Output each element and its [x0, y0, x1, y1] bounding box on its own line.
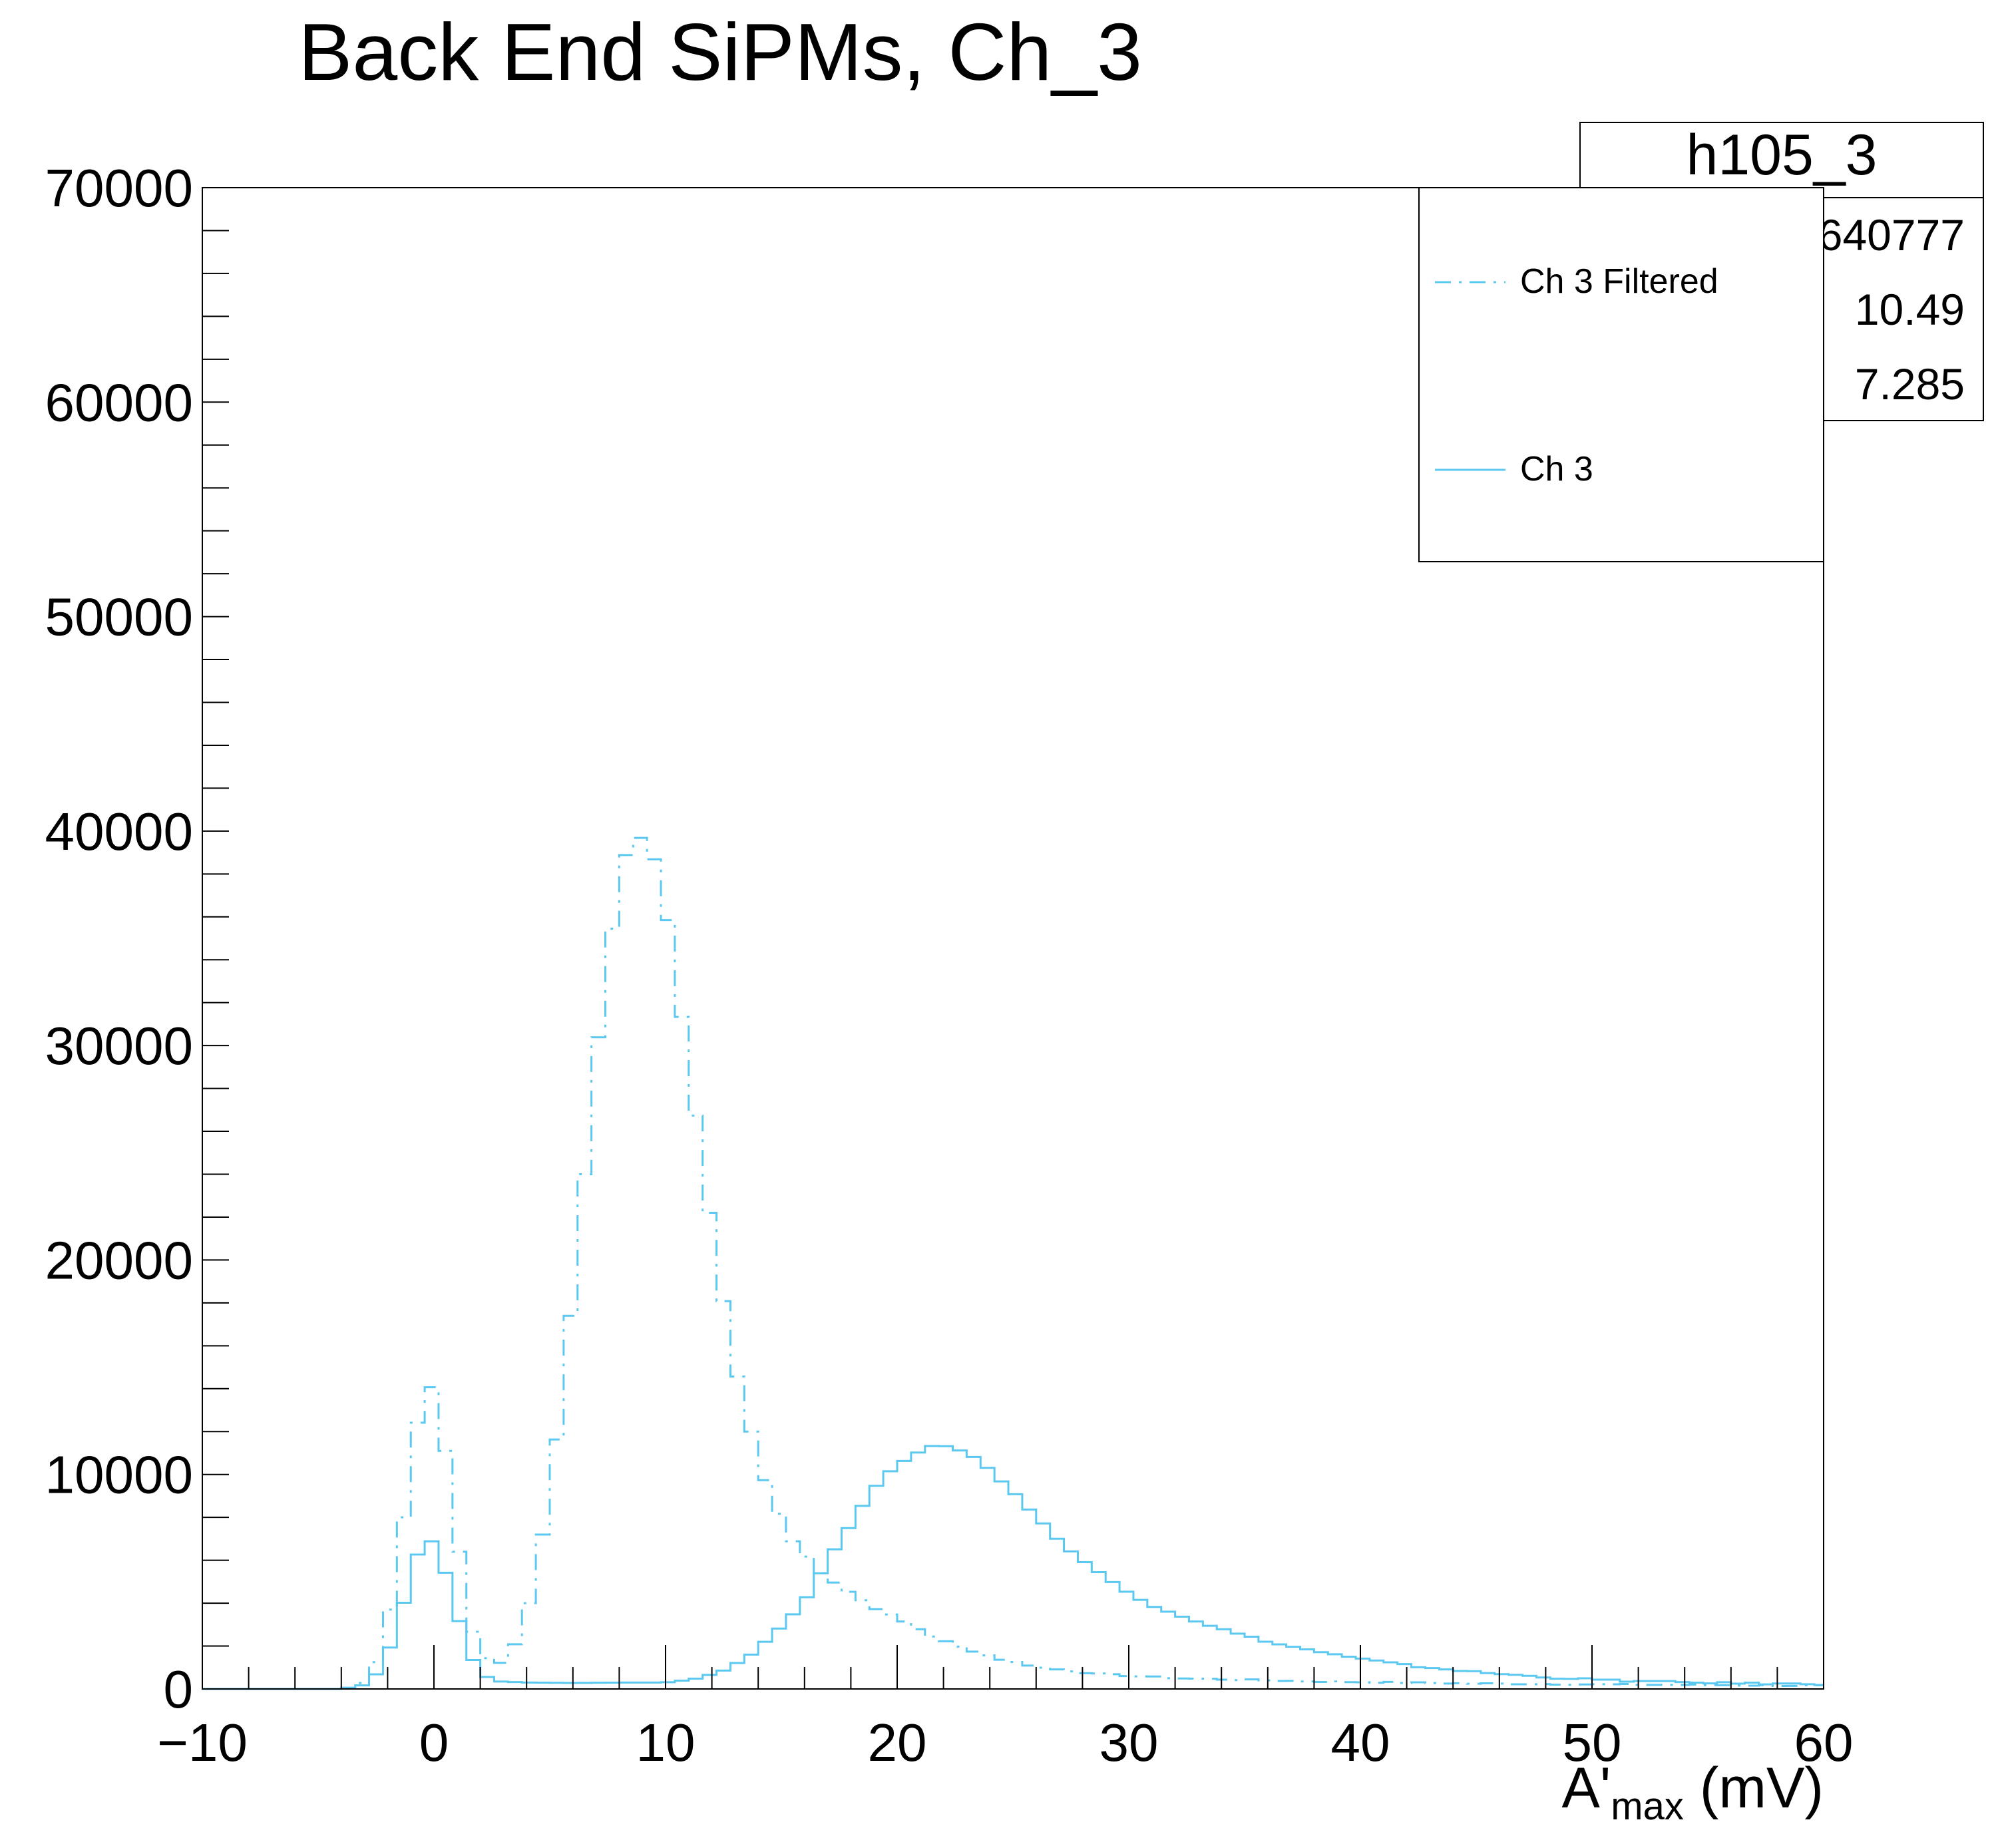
x-tick-label: 30 [1099, 1713, 1159, 1772]
y-axis: 0 10000 20000 30000 40000 50000 60000 70000 [45, 158, 229, 1719]
stats-mean-value: 10.49 [1855, 285, 1965, 334]
x-tick-label: 20 [868, 1713, 927, 1772]
x-tick-label: 60 [1794, 1713, 1854, 1772]
legend-label-ch3: Ch 3 [1520, 450, 1593, 488]
x-axis-label-main: A' [1561, 1756, 1611, 1820]
x-axis-label-unit: (mV) [1684, 1756, 1824, 1820]
x-axis-label: A'max (mV) [1561, 1756, 1824, 1828]
x-ticks [202, 1645, 1824, 1689]
x-tick-label: 50 [1563, 1713, 1622, 1772]
y-tick-label: 60000 [45, 373, 193, 432]
series-ch-3 [202, 1445, 1824, 1690]
y-tick-label: 40000 [45, 802, 193, 861]
x-axis: −10 0 10 20 30 40 50 60 [157, 1645, 1853, 1772]
y-tick-label: 0 [164, 1660, 194, 1719]
plot-frame [202, 187, 1824, 1690]
stats-box-name: h105_3 [1687, 123, 1878, 187]
y-tick-labels: 0 10000 20000 30000 40000 50000 60000 70000 [45, 158, 193, 1719]
y-tick-label: 50000 [45, 588, 193, 647]
x-axis-label-subscript: max [1611, 1785, 1684, 1828]
stats-stddev-value: 7.285 [1855, 359, 1965, 409]
y-ticks [202, 187, 229, 1690]
y-tick-label: 10000 [45, 1445, 193, 1505]
y-tick-label: 30000 [45, 1016, 193, 1075]
legend: Ch 3 Filtered Ch 3 [1418, 187, 1824, 562]
x-tick-labels: −10 0 10 20 30 40 50 60 [157, 1713, 1853, 1772]
stats-entries-value: 640777 [1818, 210, 1965, 260]
x-tick-label: −10 [157, 1713, 248, 1772]
x-tick-label: 10 [636, 1713, 696, 1772]
y-tick-label: 70000 [45, 158, 193, 218]
x-tick-label: 40 [1331, 1713, 1390, 1772]
y-tick-label: 20000 [45, 1230, 193, 1290]
legend-frame [1418, 187, 1824, 562]
plot-area [202, 187, 1824, 1690]
series-layer [202, 836, 1824, 1690]
chart-title: Back End SiPMs, Ch_3 [298, 7, 1142, 97]
x-tick-label: 0 [419, 1713, 449, 1772]
legend-label-ch3-filtered: Ch 3 Filtered [1520, 262, 1718, 301]
